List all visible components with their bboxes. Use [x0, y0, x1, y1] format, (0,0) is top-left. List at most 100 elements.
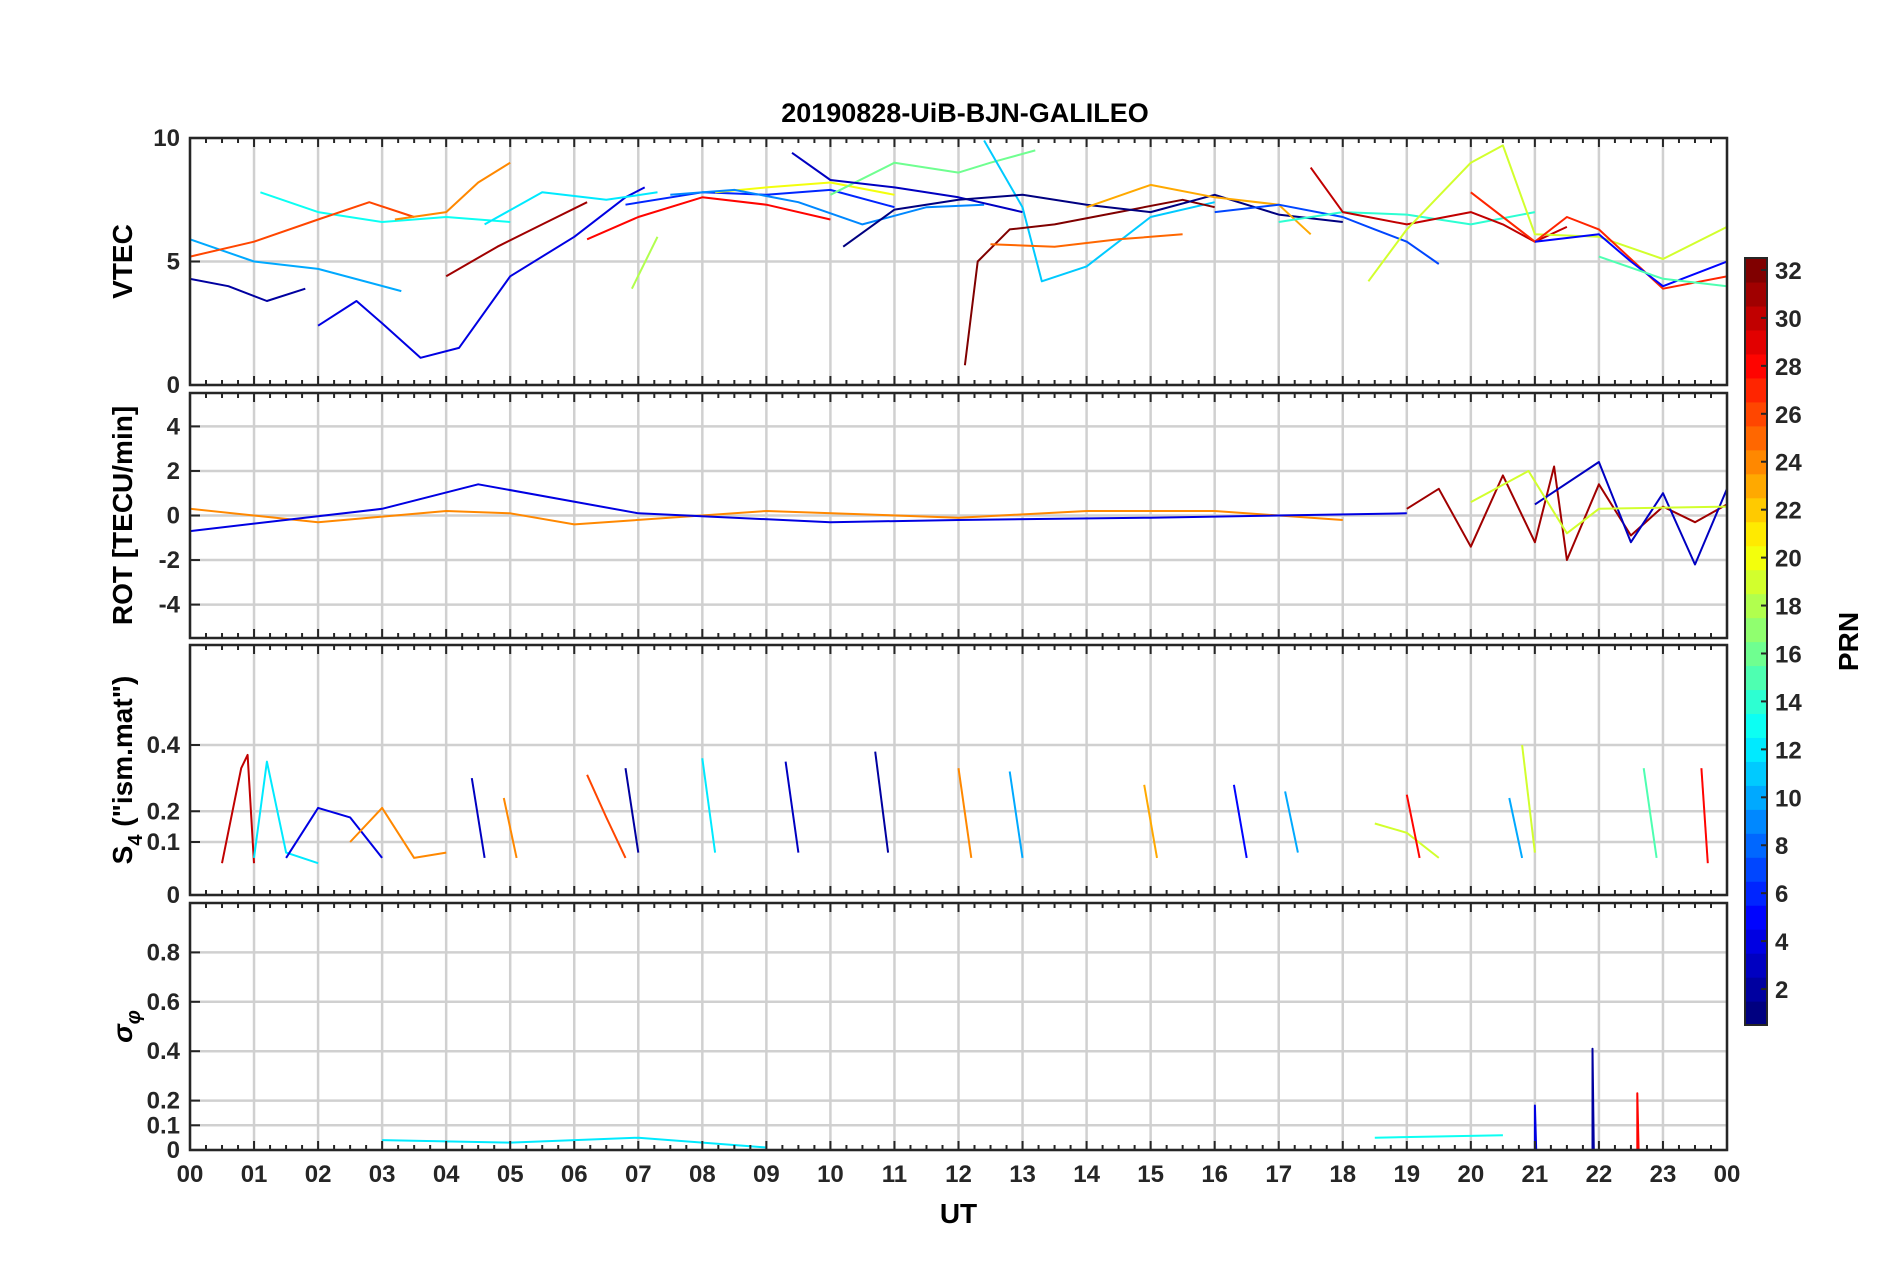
colorbar-tick-label: 8	[1775, 833, 1788, 860]
y-tick-label: 0.6	[147, 989, 180, 1016]
y-tick-label: 0.2	[147, 1088, 180, 1115]
x-tick-label: 13	[1009, 1161, 1036, 1188]
series-prn-23	[1143, 784, 1158, 859]
colorbar-segment	[1745, 785, 1767, 810]
figure-title: 20190828-UiB-BJN-GALILEO	[781, 98, 1149, 128]
x-tick-label: 00	[177, 1161, 204, 1188]
x-tick-label: 06	[561, 1161, 588, 1188]
series-prn-28	[1405, 794, 1421, 859]
series-prn-4	[190, 483, 1407, 533]
series-prn-24	[394, 161, 511, 221]
colorbar-segment	[1745, 977, 1767, 1002]
series-prn-4	[1533, 1104, 1538, 1150]
series-group	[190, 461, 1727, 566]
colorbar-segment	[1745, 258, 1767, 283]
x-tick-label: 20	[1457, 1161, 1484, 1188]
series-prn-4	[285, 806, 383, 859]
y-tick-label: 0.1	[147, 1112, 180, 1139]
colorbar-segment	[1745, 497, 1767, 523]
x-tick-label: 16	[1201, 1161, 1228, 1188]
series-prn-18	[631, 236, 659, 290]
colorbar-segment	[1745, 713, 1767, 738]
series-prn-5	[1232, 784, 1248, 859]
colorbar-segment	[1745, 737, 1767, 762]
series-prn-19	[1521, 744, 1536, 853]
series-prn-3	[784, 761, 800, 853]
x-tick-label: 03	[369, 1161, 396, 1188]
colorbar-segment	[1745, 425, 1767, 451]
x-tick-label: 17	[1265, 1161, 1292, 1188]
colorbar-segment	[1745, 593, 1767, 619]
series-prn-28	[586, 196, 831, 241]
y-tick-label: 0	[167, 372, 180, 399]
x-tick-label: 08	[689, 1161, 716, 1188]
series-prn-12	[701, 758, 717, 853]
colorbar-segment	[1745, 665, 1767, 691]
colorbar-tick-label: 30	[1775, 306, 1802, 333]
series-prn-24	[957, 768, 973, 859]
y-tick-label: 4	[167, 413, 181, 440]
y-tick-label: 2	[167, 458, 180, 485]
x-tick-label: 21	[1522, 1161, 1549, 1188]
panel-sigma_phi: 00.10.2 0.4 0.6 0.8 σφ 00 01 02 03 04 05 06 07 08 09 10…	[107, 901, 1741, 1229]
x-tick-label: 02	[305, 1161, 332, 1188]
panel-rot: -4 -2 0 2 4 ROT [TECU/min]	[107, 391, 1729, 640]
y-tick-label: 0.8	[147, 939, 180, 966]
series-prn-31	[1406, 465, 1727, 561]
series-prn-30	[1309, 167, 1568, 243]
y-axis-label: VTEC	[107, 224, 138, 299]
x-tick-label: 09	[753, 1161, 780, 1188]
x-tick-label: 00	[1714, 1161, 1741, 1188]
colorbar-segment	[1745, 857, 1767, 882]
series-prn-31	[445, 201, 588, 278]
colorbar-tick-label: 24	[1775, 450, 1802, 477]
series-prn-6	[625, 188, 895, 209]
x-tick-label: 05	[497, 1161, 524, 1188]
y-tick-label: 0.4	[147, 1038, 181, 1065]
panel-vtec: 0 5 10 VTEC	[107, 125, 1729, 399]
series-prn-25	[990, 233, 1183, 248]
series-prn-26	[190, 201, 415, 258]
y-axis-label: S4 ("ism.mat")	[107, 676, 147, 865]
colorbar-segment	[1745, 401, 1767, 427]
colorbar-tick-label: 18	[1775, 594, 1802, 621]
series-prn-32	[963, 198, 1215, 366]
x-tick-label: 14	[1073, 1161, 1100, 1188]
colorbar-segment	[1745, 449, 1767, 475]
colorbar-tick-label: 6	[1775, 881, 1788, 908]
grid	[188, 136, 1729, 387]
x-tick-label: 07	[625, 1161, 652, 1188]
x-tick-label: 18	[1329, 1161, 1356, 1188]
y-tick-label: 10	[153, 125, 180, 152]
series-prn-10	[1008, 771, 1024, 859]
colorbar-segment	[1745, 905, 1767, 930]
series-prn-13	[260, 191, 511, 223]
grid	[188, 903, 1729, 1152]
x-tick-label: 01	[241, 1161, 268, 1188]
series-prn-19	[1470, 470, 1727, 535]
colorbar-tick-label: 2	[1775, 977, 1788, 1004]
x-tick-label: 19	[1393, 1161, 1420, 1188]
colorbar-frame	[1744, 257, 1768, 1026]
series-prn-24	[190, 507, 1343, 526]
series-group	[221, 744, 1709, 865]
series-prn-2	[874, 751, 890, 853]
series-prn-7	[1214, 203, 1440, 265]
y-tick-label: 0	[167, 1137, 180, 1164]
colorbar-segment	[1745, 545, 1767, 571]
series-prn-3	[1534, 461, 1727, 566]
series-prn-4	[317, 186, 646, 359]
series-prn-19	[1374, 822, 1440, 859]
colorbar-segment	[1745, 377, 1767, 403]
y-axis-label: ROT [TECU/min]	[107, 406, 138, 625]
colorbar-segment	[1745, 569, 1767, 595]
colorbar-segment	[1745, 617, 1767, 643]
series-prn-23	[1086, 183, 1312, 236]
colorbar-tick-label: 16	[1775, 641, 1802, 668]
colorbar-tick-label: 12	[1775, 737, 1802, 764]
colorbar-segment	[1745, 521, 1767, 547]
x-tick-label: 11	[882, 1161, 907, 1188]
series-prn-5	[1534, 233, 1727, 288]
